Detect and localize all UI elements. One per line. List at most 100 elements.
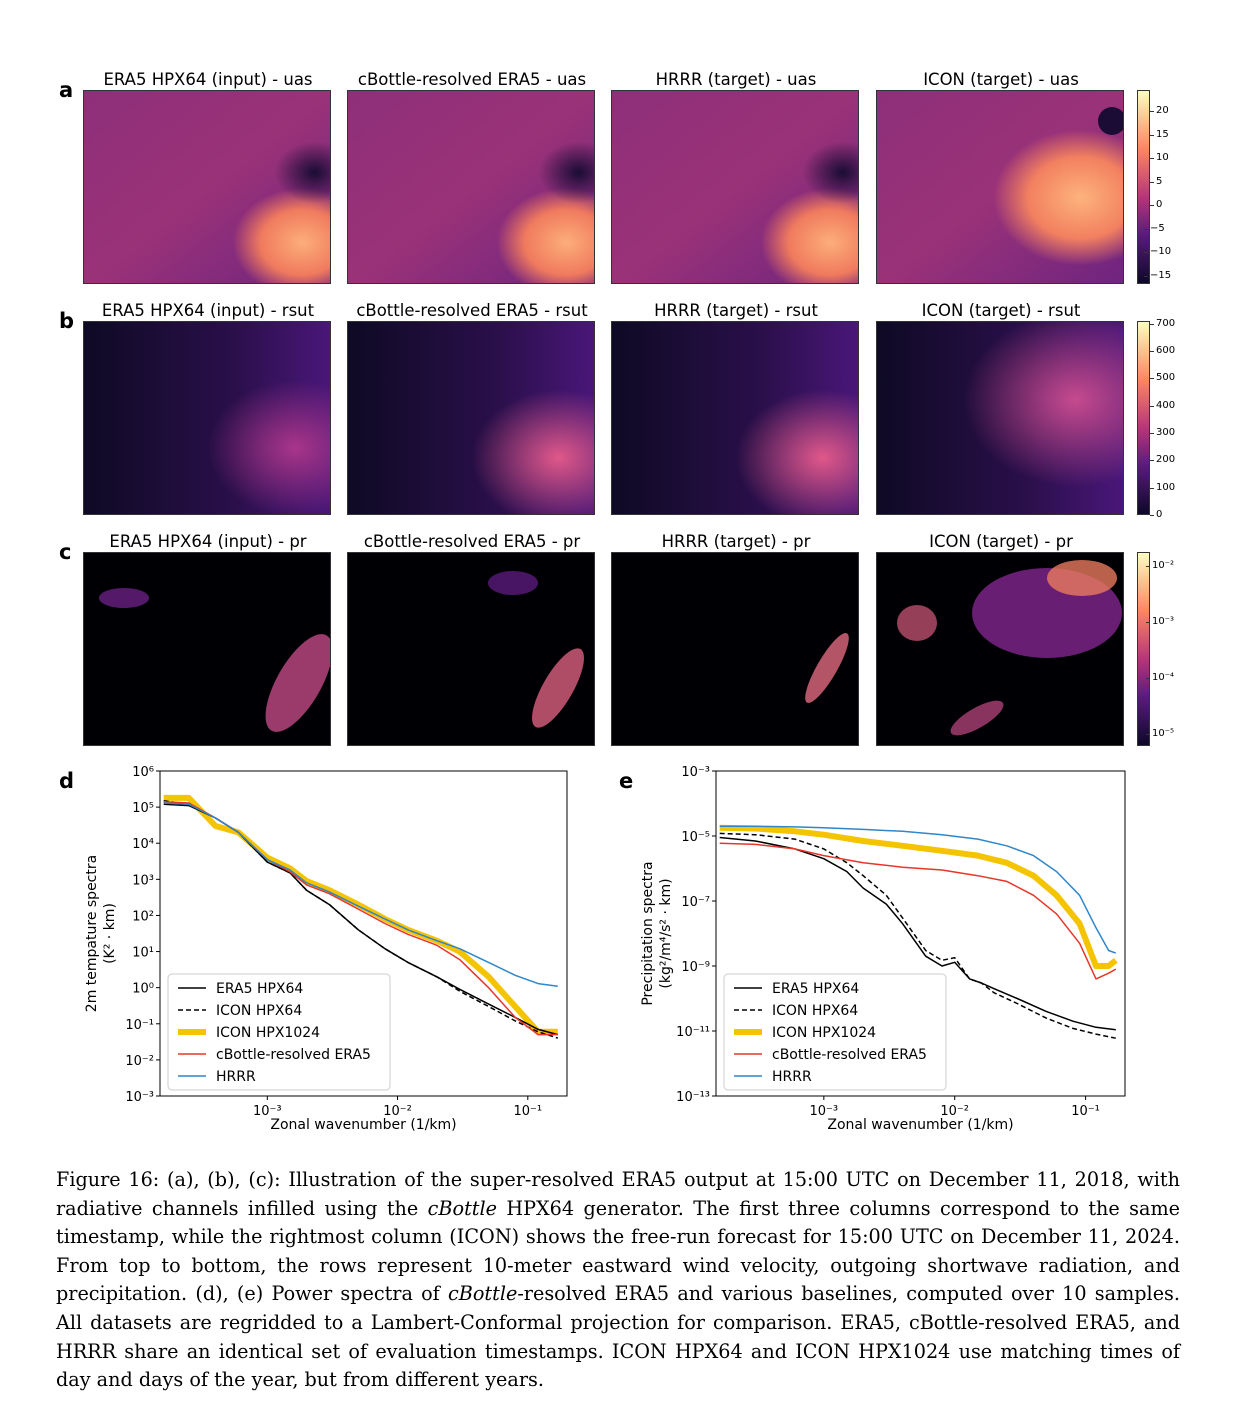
caption-emphasis: cBottle <box>427 1196 497 1220</box>
colorbar-tick: 0 <box>1149 509 1163 520</box>
colorbar-tick: 10⁻⁵ <box>1145 728 1175 739</box>
map-title: HRRR (target) - pr <box>661 532 811 551</box>
row-letter-c: c <box>59 540 72 564</box>
rsut-colorbar <box>1137 321 1150 515</box>
panel-letter-d: d <box>59 769 75 793</box>
legend-label: ICON HPX64 <box>216 1003 302 1019</box>
x-tick-label: 10⁻² <box>940 1104 969 1119</box>
colorbar-tick: 5 <box>1149 176 1163 187</box>
y-tick-label: 10¹ <box>132 946 154 961</box>
colorbar-tick: 20 <box>1150 105 1169 116</box>
series-line <box>719 842 1117 980</box>
series-line <box>163 794 558 1035</box>
uas-map-icon <box>876 90 1124 284</box>
plot-frame <box>715 770 1126 1097</box>
y-tick-label: 10⁻² <box>125 1054 154 1069</box>
pr-map-era5 <box>83 552 331 746</box>
y-axis-unit: (K² · km) <box>102 903 118 964</box>
y-axis-unit: (kg²/m⁴/s² · km) <box>658 878 674 988</box>
y-tick-label: 10⁻⁹ <box>681 960 710 975</box>
colorbar-tick: 400 <box>1149 400 1176 411</box>
figure-caption: Figure 16: (a), (b), (c): Illustration o… <box>56 1166 1180 1395</box>
row-letter-b: b <box>59 309 75 333</box>
map-title: ERA5 HPX64 (input) - pr <box>109 532 307 551</box>
uas-map-hrrr <box>611 90 859 284</box>
caption-emphasis: cBottle <box>448 1282 518 1306</box>
y-tick-label: 10⁶ <box>132 765 154 780</box>
legend-label: HRRR <box>772 1069 812 1085</box>
series-line <box>163 802 558 987</box>
caption-label: Figure 16: <box>56 1168 160 1191</box>
rsut-map-era5 <box>83 321 331 515</box>
y-tick-label: 10⁰ <box>132 982 154 997</box>
x-tick-label: 10⁻¹ <box>513 1104 542 1119</box>
uas-map-cbottle <box>347 90 595 284</box>
y-tick-label: 10³ <box>132 873 154 888</box>
uas-map-era5 <box>83 90 331 284</box>
y-tick-label: 10⁻⁵ <box>681 830 710 845</box>
rsut-map-hrrr <box>611 321 859 515</box>
x-axis-label: Zonal wavenumber (1/km) <box>827 1117 1013 1133</box>
y-axis-label: Precipitation spectra <box>640 861 656 1005</box>
colorbar-tick: 15 <box>1150 129 1169 140</box>
series-line <box>719 836 1116 1031</box>
colorbar-tick: 200 <box>1149 454 1176 465</box>
legend-box <box>723 973 947 1091</box>
colorbar-tick: 600 <box>1149 345 1176 356</box>
caption-text: HPX64 generator. The first three columns… <box>56 1196 1180 1306</box>
map-title: cBottle-resolved ERA5 - uas <box>357 70 587 89</box>
x-tick-label: 10⁻¹ <box>1071 1104 1100 1119</box>
legend-label: HRRR <box>216 1069 256 1085</box>
plot-frame <box>159 770 568 1097</box>
row-letter-a: a <box>59 78 74 102</box>
legend-label: cBottle-resolved ERA5 <box>216 1047 371 1063</box>
colorbar-tick: 700 <box>1149 318 1176 329</box>
legend-label: ICON HPX1024 <box>772 1025 876 1041</box>
x-tick-label: 10⁻³ <box>810 1104 839 1119</box>
panel-letter-e: e <box>619 769 634 793</box>
colorbar-tick: 0 <box>1149 199 1163 210</box>
y-tick-label: 10⁻¹³ <box>676 1090 710 1105</box>
map-title: ERA5 HPX64 (input) - uas <box>103 70 313 89</box>
map-title: ICON (target) - rsut <box>921 301 1081 320</box>
legend-label: ICON HPX64 <box>772 1003 858 1019</box>
colorbar-tick: 100 <box>1149 482 1176 493</box>
y-tick-label: 10⁵ <box>132 801 154 816</box>
pr-colorbar <box>1137 552 1150 746</box>
colorbar-tick: −15 <box>1143 270 1172 281</box>
rsut-map-icon <box>876 321 1124 515</box>
x-tick-label: 10⁻² <box>383 1104 412 1119</box>
map-title: ICON (target) - pr <box>929 532 1073 551</box>
map-title: ICON (target) - uas <box>923 70 1079 89</box>
y-tick-label: 10² <box>132 909 154 924</box>
chart-d-temperature-spectra: 10⁻³ 10⁻² 10⁻¹ 10⁰ 10¹ 10² 10³ 10⁴ 10⁵ 10⁶ 10⁻³ 10⁻… <box>84 765 568 1133</box>
map-title: HRRR (target) - uas <box>655 70 817 89</box>
colorbar-tick: −10 <box>1143 246 1172 257</box>
colorbar-tick: −5 <box>1144 223 1165 234</box>
colorbar-tick: 10⁻² <box>1145 560 1175 571</box>
x-axis-label: Zonal wavenumber (1/km) <box>270 1117 456 1133</box>
series-line <box>719 824 1118 969</box>
pr-map-cbottle <box>347 552 595 746</box>
map-title: cBottle-resolved ERA5 - pr <box>363 532 581 551</box>
y-tick-label: 10⁻³ <box>125 1090 154 1105</box>
caption-text: (a), (b), (c): Illustration of the super… <box>56 1168 1180 1220</box>
legend-label: ICON HPX1024 <box>216 1025 320 1041</box>
chart-e-precipitation-spectra: 10⁻¹³ 10⁻¹¹ 10⁻⁹ 10⁻⁷ 10⁻⁵ 10⁻³ 10⁻³ 10⁻² 10⁻¹ Zo… <box>640 765 1126 1133</box>
y-tick-label: 10⁻⁷ <box>681 895 710 910</box>
y-axis-label: 2m tempature spectra <box>84 855 100 1012</box>
y-tick-label: 10⁻¹ <box>125 1018 154 1033</box>
uas-colorbar <box>1137 90 1150 284</box>
pr-map-hrrr <box>611 552 859 746</box>
colorbar-tick: 10⁻³ <box>1145 616 1175 627</box>
colorbar-tick: 10 <box>1150 152 1169 163</box>
legend-label: cBottle-resolved ERA5 <box>772 1047 927 1063</box>
caption-text: -resolved ERA5 and various baselines, co… <box>56 1282 1180 1392</box>
y-tick-label: 10⁻¹¹ <box>676 1025 710 1040</box>
legend-label: ERA5 HPX64 <box>772 981 859 997</box>
legend-box <box>167 973 391 1091</box>
series-line <box>719 832 1116 1039</box>
y-tick-label: 10⁻³ <box>681 765 710 780</box>
colorbar-tick: 300 <box>1149 427 1176 438</box>
